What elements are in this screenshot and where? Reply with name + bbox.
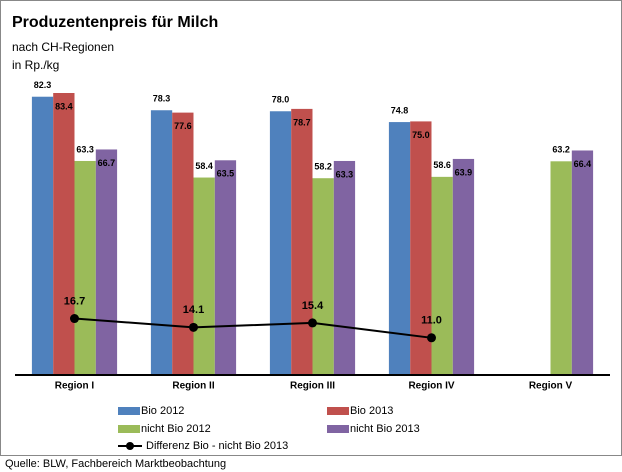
line-marker <box>308 318 317 328</box>
legend-label: nicht Bio 2012 <box>141 423 211 435</box>
bar <box>172 112 194 375</box>
bar <box>312 178 334 375</box>
chart-subtitle: nach CH-Regionen <box>12 40 114 54</box>
data-label: 78.0 <box>272 95 290 105</box>
bar <box>550 161 572 375</box>
data-label: 82.3 <box>34 80 52 90</box>
legend-swatch <box>118 407 140 415</box>
bar <box>388 122 411 376</box>
data-label: 63.5 <box>217 169 235 179</box>
data-label: 77.6 <box>174 121 192 131</box>
bar <box>150 110 173 376</box>
x-tick-label: Region V <box>529 381 573 392</box>
data-label: 63.9 <box>455 167 473 177</box>
bar <box>571 150 594 375</box>
data-label: 58.2 <box>314 162 332 172</box>
bar <box>431 176 453 375</box>
bar <box>291 108 313 375</box>
bar <box>333 160 356 375</box>
data-label: 66.7 <box>98 158 116 168</box>
line-marker <box>189 322 198 332</box>
line <box>74 317 432 339</box>
bar <box>410 121 432 375</box>
bar <box>95 149 118 375</box>
legend-label: Differenz Bio - nicht Bio 2013 <box>146 440 288 452</box>
bar <box>74 160 96 375</box>
bar <box>53 93 75 375</box>
legend-swatch <box>118 425 140 433</box>
data-label: 63.2 <box>552 145 570 155</box>
data-label: 74.8 <box>391 105 409 115</box>
x-tick-label: Region I <box>55 381 95 392</box>
line-marker <box>427 333 436 343</box>
legend-swatch <box>327 425 349 433</box>
legend-label: Bio 2012 <box>141 405 184 417</box>
data-label: 66.4 <box>574 159 592 169</box>
chart-title: Produzentenpreis für Milch <box>12 14 218 31</box>
x-tick-label: Region II <box>172 381 214 392</box>
legend-label: nicht Bio 2013 <box>350 423 420 435</box>
data-label: 75.0 <box>412 130 430 140</box>
bar <box>452 158 475 375</box>
data-label: 78.3 <box>153 94 171 104</box>
data-label: 58.4 <box>195 161 213 171</box>
data-label: 78.7 <box>293 117 311 127</box>
data-label: 16.7 <box>64 295 85 307</box>
x-tick-label: Region IV <box>408 381 454 392</box>
bar <box>193 177 215 375</box>
data-label: 63.3 <box>76 144 94 154</box>
source: Quelle: BLW, Fachbereich Marktbeobachtun… <box>5 458 226 470</box>
bar <box>269 111 292 375</box>
y-axis-label: in Rp./kg <box>12 58 59 72</box>
legend-label: Bio 2013 <box>350 405 393 417</box>
bar <box>214 160 237 375</box>
x-tick-label: Region III <box>290 381 335 392</box>
line-marker <box>70 314 79 324</box>
data-label: 11.0 <box>421 315 442 327</box>
data-label: 58.6 <box>433 160 451 170</box>
legend-marker <box>126 442 134 450</box>
data-label: 14.1 <box>183 304 204 316</box>
data-label: 15.4 <box>302 300 324 312</box>
legend-swatch <box>327 407 349 415</box>
data-label: 63.3 <box>336 169 354 179</box>
data-label: 83.4 <box>55 101 73 111</box>
bar <box>31 96 54 375</box>
